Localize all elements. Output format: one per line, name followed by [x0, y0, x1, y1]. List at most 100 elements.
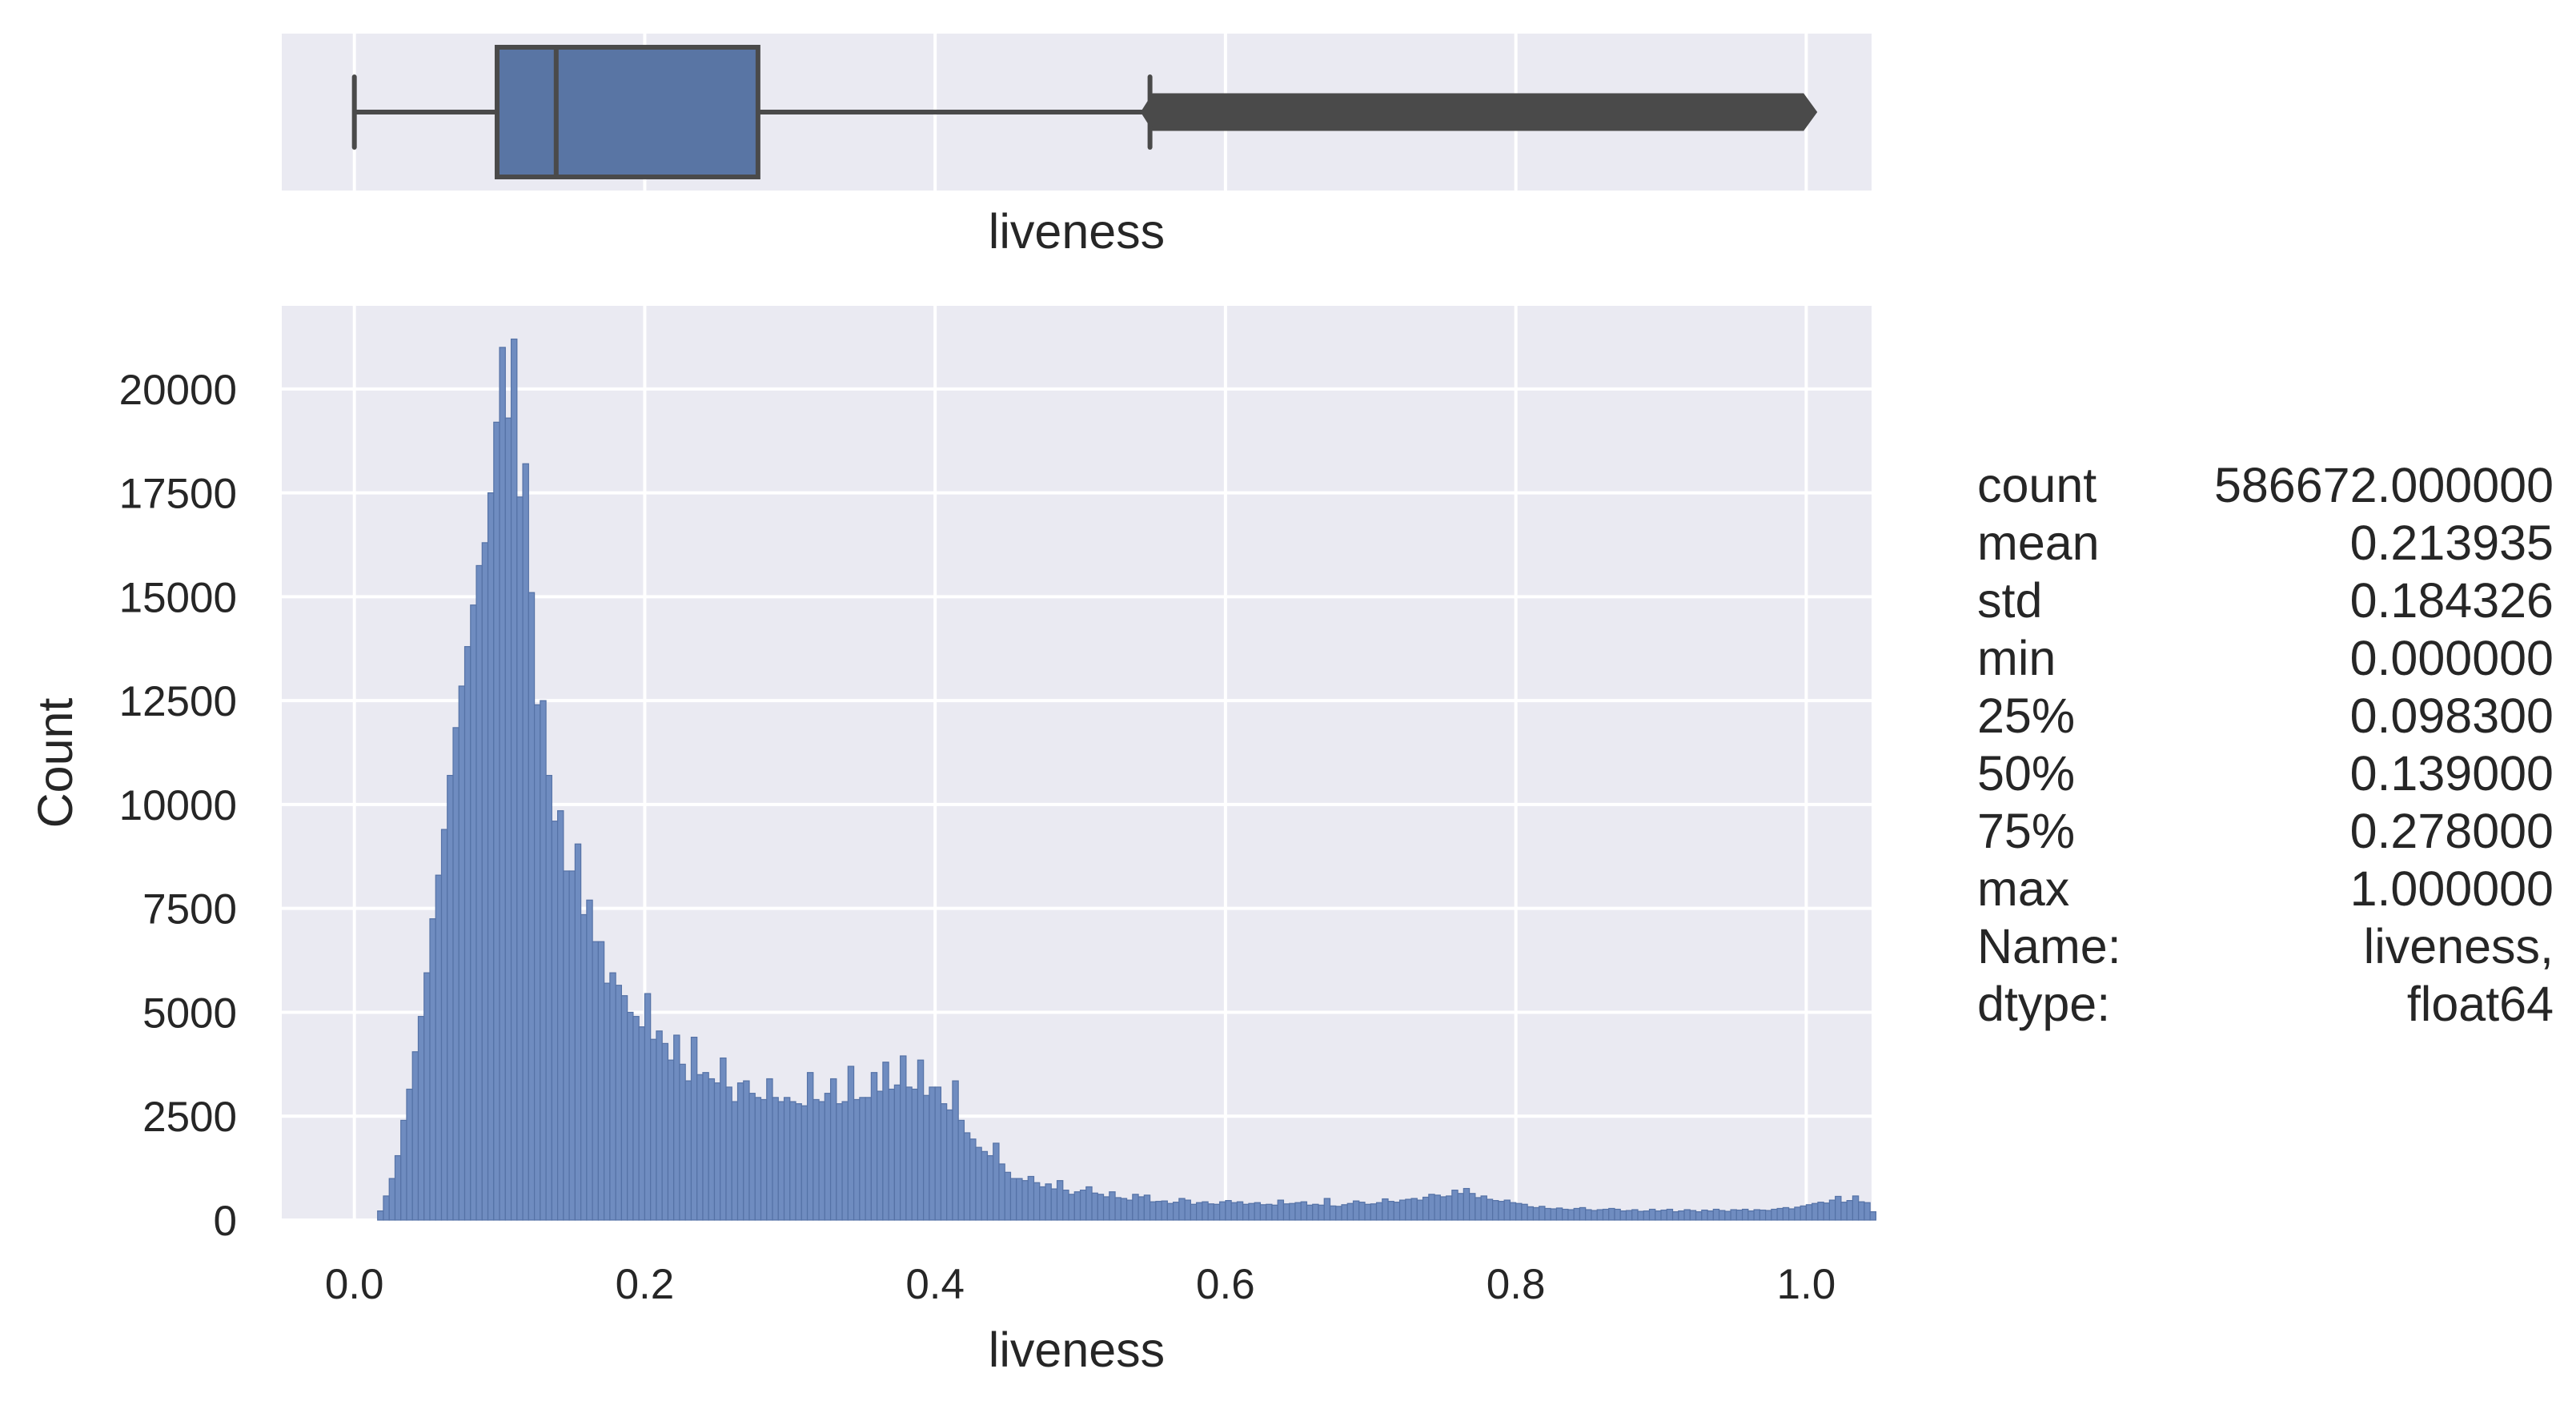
histogram-bar — [777, 1101, 785, 1221]
stats-row: mean 0.213935 — [1977, 514, 2554, 572]
histogram-bar — [1689, 1210, 1697, 1221]
histogram-bar — [684, 1080, 692, 1221]
stats-row: 50% 0.139000 — [1977, 745, 2554, 802]
histogram-y-tick-label: 20000 — [119, 367, 237, 414]
histogram-bar — [975, 1146, 982, 1221]
stats-key: max — [1977, 861, 2070, 916]
histogram-bar — [1707, 1210, 1714, 1221]
histogram-bar — [1335, 1206, 1342, 1221]
histogram-bar — [829, 1078, 837, 1221]
histogram-bar — [1683, 1209, 1691, 1221]
histogram-bar — [806, 1072, 814, 1221]
histogram-bar — [736, 1082, 744, 1221]
histogram-bar — [411, 1051, 419, 1221]
histogram-bar — [946, 1109, 953, 1221]
histogram-bar — [540, 700, 547, 1221]
histogram-bar — [661, 1042, 669, 1221]
histogram-bar — [1451, 1190, 1459, 1221]
histogram-bar — [1120, 1198, 1128, 1221]
histogram-bar — [1114, 1197, 1121, 1221]
histogram-bar — [620, 995, 628, 1221]
histogram-bar — [528, 592, 536, 1221]
histogram-bar — [417, 1016, 425, 1221]
histogram-bar — [557, 810, 564, 1221]
histogram-bar — [1370, 1203, 1378, 1221]
histogram-bar — [383, 1195, 390, 1221]
histogram-bar — [789, 1101, 796, 1221]
histogram-bar — [406, 1088, 413, 1221]
stats-value: 0.184326 — [2349, 573, 2554, 628]
histogram-bar — [877, 1090, 884, 1221]
histogram-bar — [481, 542, 489, 1221]
histogram-bar — [499, 347, 506, 1221]
histogram-bar — [870, 1072, 878, 1221]
histogram-bar — [1776, 1207, 1784, 1221]
stats-key: mean — [1977, 516, 2100, 570]
histogram-bar — [516, 496, 524, 1221]
histogram-bar — [1410, 1198, 1418, 1221]
stats-row: max 1.000000 — [1977, 860, 2554, 917]
stats-value: 586672.000000 — [2213, 458, 2554, 512]
histogram-bar — [522, 463, 529, 1221]
stats-value: 0.000000 — [2349, 631, 2554, 685]
histogram-bar — [1475, 1197, 1482, 1221]
histogram-bar — [429, 918, 436, 1221]
histogram-bar — [470, 604, 477, 1221]
histogram-bar — [1869, 1211, 1877, 1221]
histogram-x-tick-label: 1.0 — [1777, 1261, 1836, 1308]
stats-value: 0.213935 — [2349, 516, 2554, 570]
histogram-bar — [1643, 1210, 1651, 1221]
stats-row: 25% 0.098300 — [1977, 687, 2554, 745]
histogram-bar — [388, 1178, 396, 1221]
histogram-bar — [1138, 1196, 1145, 1221]
histogram-bar — [1794, 1206, 1801, 1221]
histogram-bar — [1166, 1202, 1174, 1221]
histogram-bar — [400, 1119, 407, 1221]
histogram-bar — [447, 774, 454, 1221]
histogram-bar — [760, 1098, 768, 1221]
histogram-bar — [1521, 1203, 1528, 1221]
histogram-bar — [1800, 1205, 1807, 1221]
histogram-y-tick-label: 7500 — [142, 886, 237, 933]
histogram-bar — [1840, 1202, 1848, 1221]
histogram-bar — [1439, 1196, 1447, 1221]
histogram-bar — [1230, 1202, 1238, 1221]
histogram-bar — [998, 1163, 1005, 1221]
histogram-bar — [1016, 1178, 1023, 1221]
histogram-bar — [1056, 1180, 1064, 1221]
histogram-bar — [435, 874, 443, 1221]
stats-value: 1.000000 — [2349, 861, 2554, 916]
histogram-bar — [574, 843, 582, 1221]
histogram-bar — [1463, 1187, 1471, 1221]
histogram-x-tick-label: 0.6 — [1196, 1261, 1255, 1308]
histogram-bar — [772, 1097, 779, 1221]
histogram-bar — [731, 1101, 739, 1221]
histogram-bar — [1747, 1210, 1755, 1221]
histogram-bar — [1282, 1203, 1290, 1221]
histogram-bar — [1619, 1210, 1627, 1221]
histogram-bar — [1712, 1208, 1720, 1221]
histogram-bar — [836, 1103, 843, 1221]
stats-row: min 0.000000 — [1977, 629, 2554, 687]
histogram-bar — [1009, 1178, 1017, 1221]
histogram-x-tick-label: 0.4 — [905, 1261, 965, 1308]
histogram-bar — [743, 1080, 750, 1221]
histogram-bar — [1544, 1207, 1551, 1221]
histogram-bar — [1027, 1175, 1035, 1221]
histogram-bar — [1492, 1200, 1499, 1221]
histogram-bar — [487, 492, 495, 1221]
histogram-bar — [1724, 1210, 1731, 1221]
histogram-bar — [1539, 1206, 1546, 1221]
histogram-x-axis-label: liveness — [989, 1323, 1165, 1377]
histogram-bar — [1196, 1202, 1203, 1221]
histogram-bar — [1248, 1202, 1255, 1221]
histogram-bar — [1352, 1200, 1360, 1221]
histogram-bar — [551, 821, 559, 1221]
histogram-bar — [679, 1063, 686, 1221]
histogram-bar — [1173, 1202, 1180, 1221]
histogram-bar — [1648, 1208, 1656, 1221]
histogram-bar — [638, 1026, 646, 1221]
histogram-bar — [1846, 1200, 1854, 1221]
histogram-bar — [644, 993, 652, 1221]
histogram-bar — [1259, 1204, 1267, 1221]
